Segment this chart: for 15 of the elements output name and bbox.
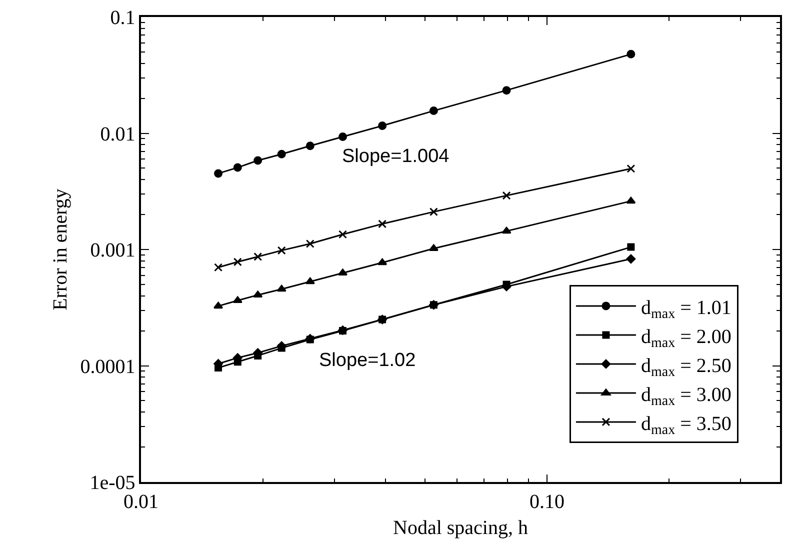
legend-label: d$_{max}$ = 3.50 [640,412,732,438]
y-tick-label: 0.001 [90,240,136,262]
y-tick-label: 0.0001 [80,356,136,378]
x-tick-label: 0.10 [529,490,564,513]
legend-label: d$_{max}$ = 2.50 [640,354,732,380]
y-axis-title: Error in energy [49,188,72,310]
legend-label: d$_{max}$ = 1.01 [640,296,732,322]
legend-label: d$_{max}$ = 3.00 [640,384,732,409]
annotation: Slope=1.02 [319,350,416,371]
y-tick-label: 0.01 [100,123,136,146]
annotation: Slope=1.004 [342,146,450,167]
legend-label: d$_{max}$ = 2.00 [640,326,732,351]
y-tick-label: 0.1 [110,7,136,29]
y-tick-label: 1e-05 [90,472,136,494]
x-axis-title: Nodal spacing, h [393,516,528,539]
